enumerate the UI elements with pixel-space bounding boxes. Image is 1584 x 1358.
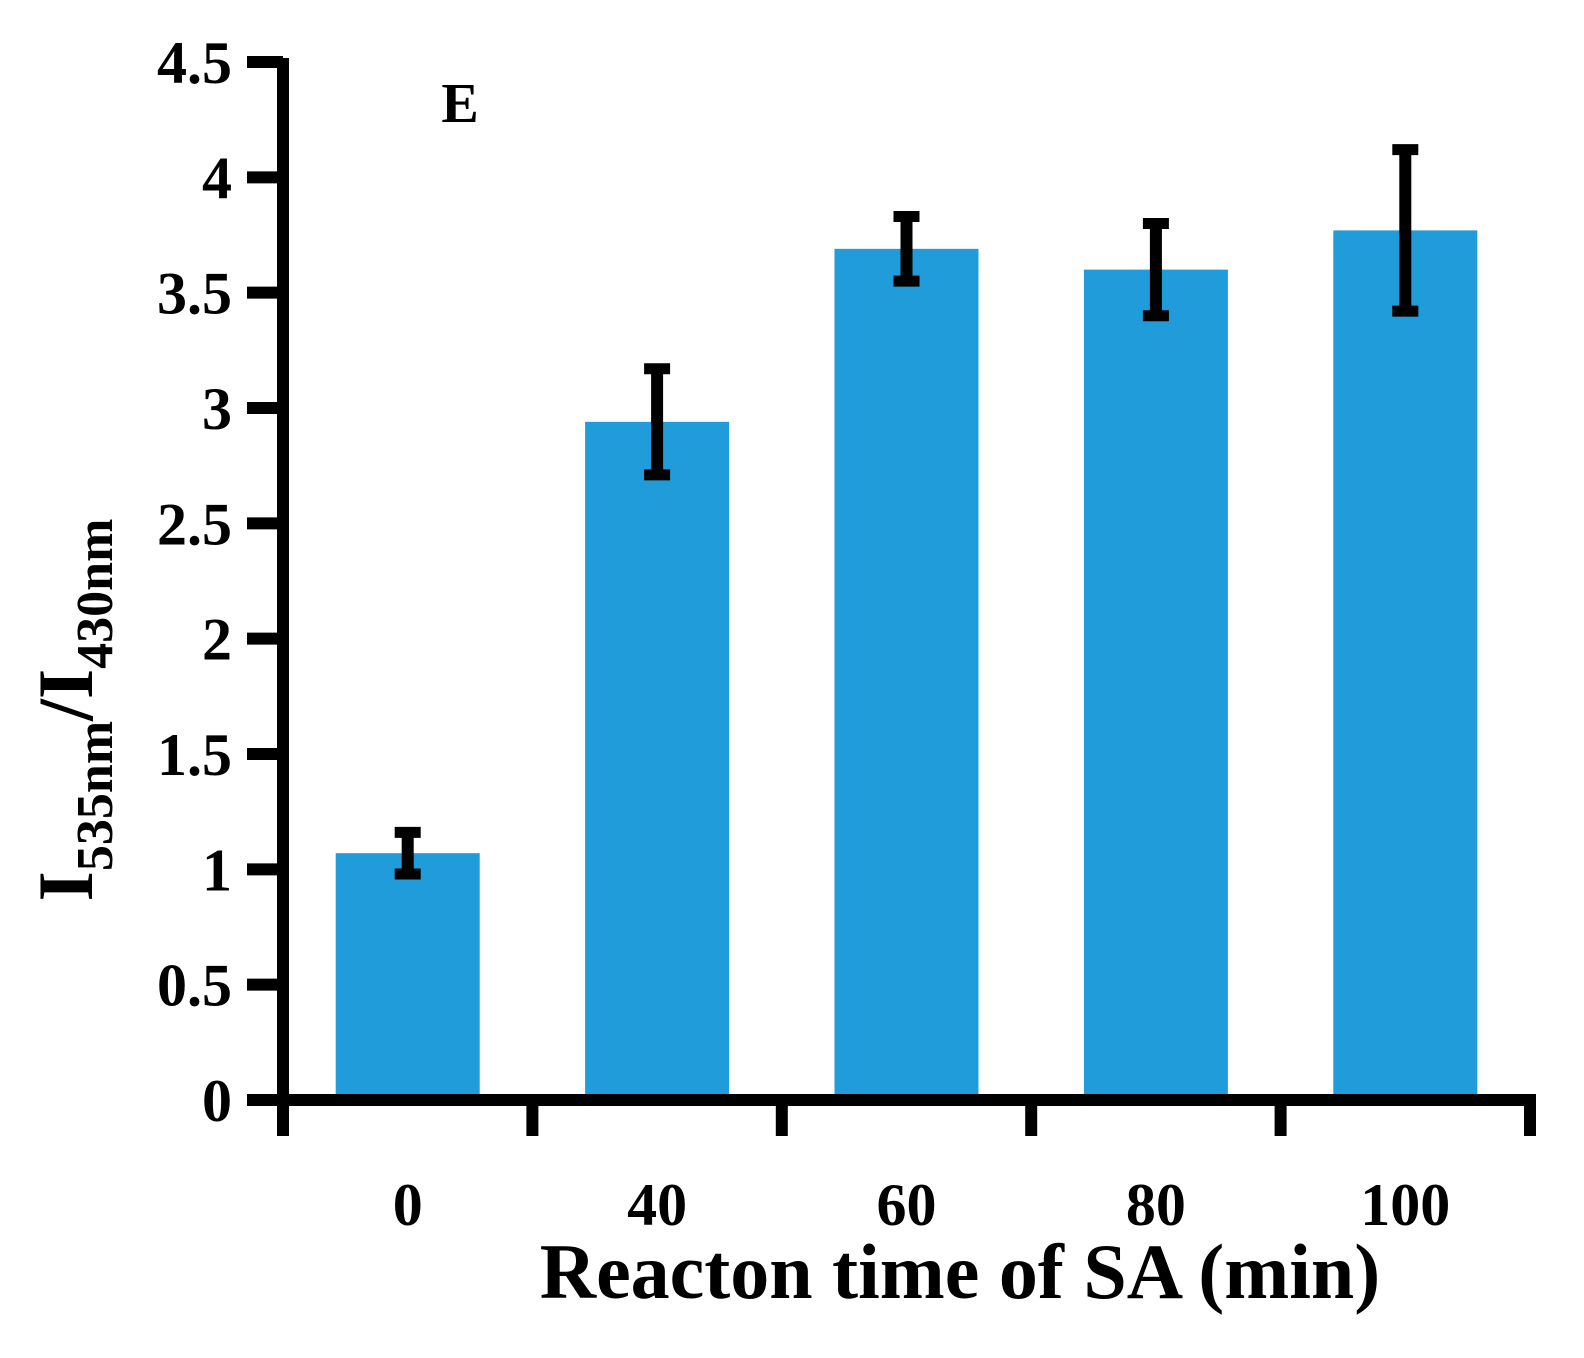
x-tick-label-40: 40 xyxy=(627,1172,687,1238)
x-tick-label-100: 100 xyxy=(1360,1172,1450,1238)
bar-60 xyxy=(834,248,979,1101)
panel-label: E xyxy=(441,73,478,135)
y-tick-label-4: 4 xyxy=(202,145,232,211)
bar-100 xyxy=(1333,230,1478,1101)
y-axis-title-sub2: 430nm xyxy=(67,519,124,669)
tick-labels-layer: 0 40 60 80 100 0 0.5 1 1.5 2 2.5 3 3.5 4 4.5 xyxy=(157,30,1450,1238)
y-tick-label-1.5: 1.5 xyxy=(157,722,232,788)
y-axis-title-slash: / xyxy=(22,698,109,722)
y-axis-title-base2: I xyxy=(22,669,109,699)
y-axis-title-sub1: 535nm xyxy=(67,721,124,871)
y-tick-label-2: 2 xyxy=(202,607,232,673)
x-tick-label-80: 80 xyxy=(1126,1172,1186,1238)
y-axis-title: I535nm/I430nm xyxy=(22,519,124,902)
x-tick-label-60: 60 xyxy=(877,1172,937,1238)
y-tick-label-4.5: 4.5 xyxy=(157,30,232,96)
bar-40 xyxy=(585,421,730,1101)
y-tick-label-2.5: 2.5 xyxy=(157,491,232,557)
bars-layer xyxy=(335,230,1478,1101)
error-bar-40 xyxy=(644,363,671,481)
error-bar-60 xyxy=(893,211,920,287)
y-tick-label-3: 3 xyxy=(202,376,232,442)
bar-0 xyxy=(335,853,480,1100)
y-axis-title-base1: I xyxy=(22,871,109,901)
y-tick-label-0: 0 xyxy=(202,1068,232,1134)
x-tick-label-0: 0 xyxy=(393,1172,423,1238)
y-tick-label-0.5: 0.5 xyxy=(157,953,232,1019)
axes-layer xyxy=(247,56,1536,1136)
y-tick-label-1: 1 xyxy=(202,837,232,903)
x-axis-title: Reacton time of SA (min) xyxy=(540,1228,1381,1315)
error-bars-layer xyxy=(394,144,1419,880)
bar-80 xyxy=(1083,269,1228,1101)
error-bar-0 xyxy=(394,826,421,880)
y-tick-label-3.5: 3.5 xyxy=(157,261,232,327)
error-bar-100 xyxy=(1392,144,1419,317)
error-bar-80 xyxy=(1142,217,1169,322)
